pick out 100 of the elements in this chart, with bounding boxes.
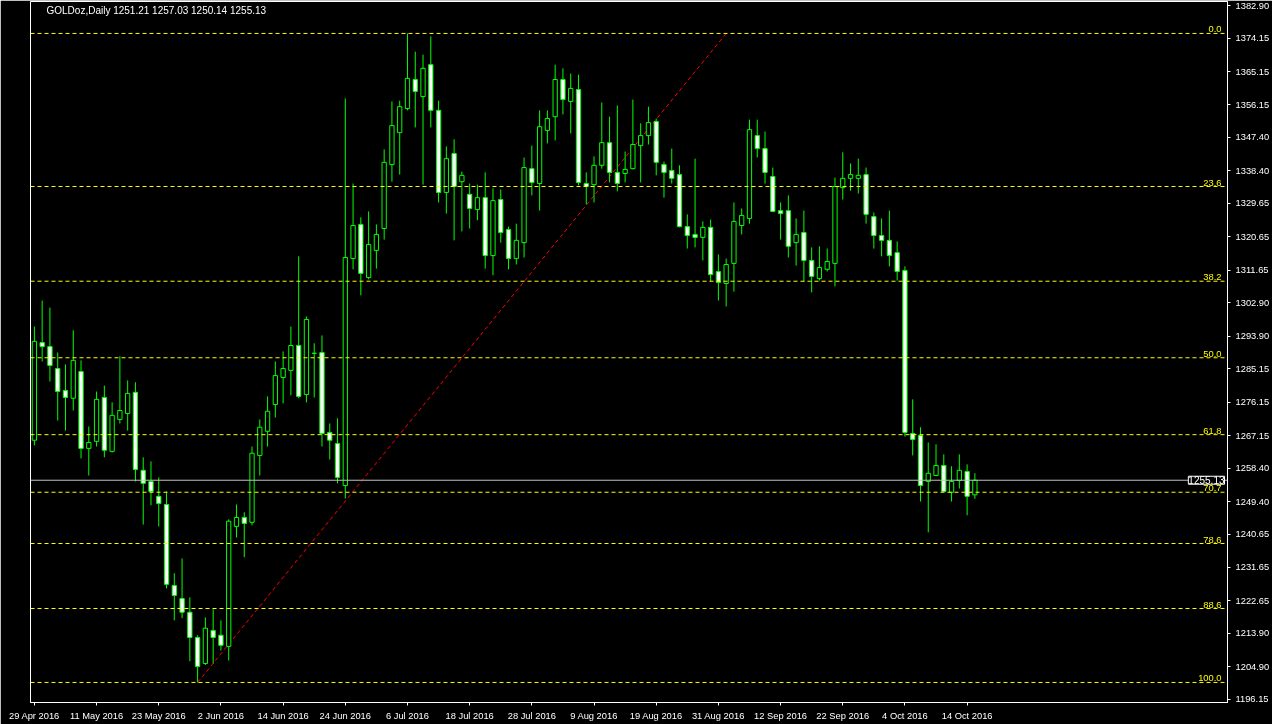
x-tick-label: 9 Aug 2016 bbox=[570, 710, 618, 721]
candlestick bbox=[793, 217, 799, 267]
candlestick bbox=[638, 122, 644, 183]
annotation: 50.0 bbox=[1203, 348, 1222, 359]
x-tick-label: 31 Aug 2016 bbox=[691, 710, 745, 721]
y-tick-label: 1204.90 bbox=[1235, 661, 1270, 672]
candlestick bbox=[373, 223, 380, 270]
y-tick-label: 1267.15 bbox=[1235, 430, 1270, 441]
x-tick-label: 11 May 2016 bbox=[69, 710, 124, 721]
candlestick bbox=[692, 158, 698, 248]
candlestick bbox=[723, 258, 729, 307]
candlestick bbox=[280, 350, 286, 404]
candlestick bbox=[824, 248, 830, 273]
y-tick-label: 1222.65 bbox=[1235, 595, 1270, 606]
candlestick bbox=[327, 423, 333, 461]
x-tick-label: 14 Oct 2016 bbox=[941, 710, 993, 721]
y-tick-label: 1196.15 bbox=[1235, 694, 1269, 705]
candlestick bbox=[700, 220, 706, 261]
annotation: 100.0 bbox=[1198, 673, 1222, 684]
y-tick-label: 1320.65 bbox=[1235, 231, 1270, 242]
x-tick-label: 23 May 2016 bbox=[131, 710, 186, 721]
candlestick bbox=[218, 619, 224, 651]
candlestick bbox=[86, 425, 92, 477]
annotation: 23.6 bbox=[1203, 177, 1222, 188]
y-tick-label: 1338.40 bbox=[1235, 165, 1270, 176]
x-tick-label: 29 Apr 2016 bbox=[8, 710, 60, 721]
candlestick bbox=[894, 240, 900, 281]
candlestick bbox=[544, 109, 551, 144]
candlestick bbox=[933, 443, 939, 477]
candlestick bbox=[847, 162, 854, 192]
candlestick bbox=[878, 217, 885, 257]
candlestick bbox=[591, 155, 597, 203]
candlestick bbox=[910, 398, 916, 456]
y-tick-label: 1285.15 bbox=[1235, 363, 1270, 374]
annotation: 38.2 bbox=[1203, 272, 1222, 283]
candlestick bbox=[645, 106, 652, 146]
annotation: 78.6 bbox=[1203, 534, 1222, 545]
y-tick-label: 1311.65 bbox=[1235, 265, 1269, 276]
x-tick-label: 14 Jun 2016 bbox=[257, 710, 309, 721]
candlestick bbox=[669, 148, 675, 185]
y-tick-label: 1302.90 bbox=[1235, 297, 1270, 308]
annotation: 88.6 bbox=[1203, 599, 1222, 610]
annotation: 0.0 bbox=[1208, 24, 1222, 35]
candlestick bbox=[171, 572, 177, 621]
candlestick bbox=[560, 67, 566, 115]
candlestick bbox=[412, 51, 418, 128]
candlestick bbox=[583, 171, 589, 205]
candlestick bbox=[459, 171, 465, 232]
candlestick bbox=[241, 511, 247, 558]
candlestick bbox=[55, 352, 61, 422]
candlestick bbox=[739, 207, 745, 235]
candlestick bbox=[156, 476, 162, 527]
candlestick bbox=[148, 460, 154, 506]
y-tick-label: 1231.65 bbox=[1235, 562, 1270, 573]
candlestick bbox=[762, 131, 768, 185]
x-tick-label: 24 Jun 2016 bbox=[319, 710, 371, 721]
y-tick-label: 1365.15 bbox=[1235, 66, 1270, 77]
x-tick-label: 18 Jul 2016 bbox=[445, 710, 494, 721]
candlestick bbox=[179, 557, 185, 619]
candlestick bbox=[210, 608, 216, 664]
candlestick bbox=[47, 307, 53, 383]
candlestick bbox=[886, 210, 893, 267]
y-tick-label: 1293.90 bbox=[1235, 331, 1270, 342]
candlestick bbox=[614, 105, 620, 192]
candlestick bbox=[715, 253, 722, 302]
candlestick bbox=[599, 102, 605, 170]
candlestick bbox=[264, 395, 271, 448]
candlestick bbox=[125, 379, 131, 432]
x-tick-label: 19 Aug 2016 bbox=[629, 710, 683, 721]
candlestick bbox=[62, 363, 69, 432]
x-tick-label: 12 Sep 2016 bbox=[754, 710, 808, 721]
candlestick bbox=[948, 465, 955, 503]
candlestick bbox=[754, 119, 760, 159]
candlestick bbox=[513, 223, 519, 266]
chart-title: GOLDoz,Daily 1251.21 1257.03 1250.14 1255.13 bbox=[46, 4, 267, 16]
candlestick bbox=[816, 245, 823, 281]
annotation: 61.8 bbox=[1203, 425, 1222, 436]
y-tick-label: 1240.65 bbox=[1235, 529, 1270, 540]
y-tick-label: 1382.90 bbox=[1235, 0, 1270, 11]
candlestick bbox=[661, 161, 667, 199]
y-tick-label: 1258.40 bbox=[1235, 463, 1270, 474]
y-tick-label: 1213.90 bbox=[1235, 628, 1270, 639]
candlestick bbox=[925, 441, 931, 533]
candlestick bbox=[233, 504, 240, 539]
x-tick-label: 6 Jul 2016 bbox=[385, 710, 430, 721]
y-tick-label: 1249.40 bbox=[1235, 496, 1270, 507]
y-tick-label: 1276.15 bbox=[1235, 397, 1270, 408]
candlestick bbox=[39, 300, 45, 362]
y-tick-label: 1374.15 bbox=[1235, 33, 1270, 44]
y-tick-label: 1329.65 bbox=[1235, 198, 1270, 209]
candlestick bbox=[140, 456, 146, 526]
candlestick bbox=[622, 151, 628, 183]
candlestick bbox=[840, 151, 846, 200]
candlestick bbox=[809, 246, 815, 293]
candlestick bbox=[777, 201, 784, 241]
candlestick bbox=[684, 213, 690, 250]
x-tick-label: 2 Jun 2016 bbox=[197, 710, 245, 721]
x-tick-label: 22 Sep 2016 bbox=[816, 710, 870, 721]
candlestick bbox=[855, 158, 861, 195]
x-tick-label: 4 Oct 2016 bbox=[882, 710, 928, 721]
